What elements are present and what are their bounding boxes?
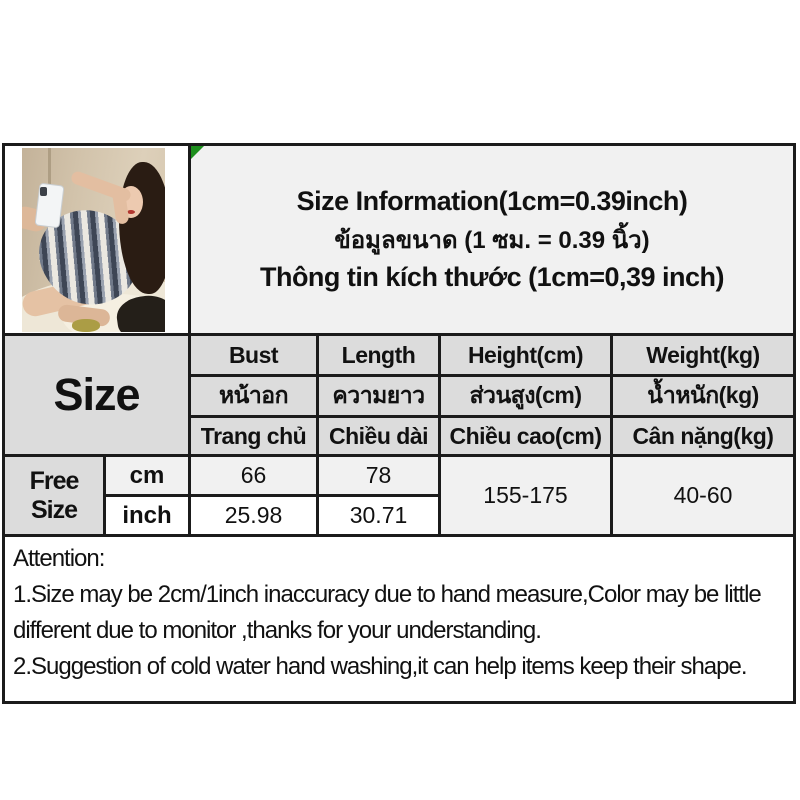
size-header-cell: Size	[5, 336, 188, 454]
header-length-en: Length	[319, 336, 438, 374]
photo-phone-shape	[34, 182, 65, 229]
header-bust-en: Bust	[191, 336, 316, 374]
header-weight-vi: Cân nặng(kg)	[613, 418, 793, 454]
cell-length-inch: 30.71	[319, 497, 438, 534]
header-weight-th: น้ำหนัก(kg)	[613, 377, 793, 415]
attention-note: Attention: 1.Size may be 2cm/1inch inacc…	[5, 537, 793, 701]
header-height-vi: Chiều cao(cm)	[441, 418, 610, 454]
attention-heading: Attention:	[13, 545, 105, 572]
photo-small-item	[72, 319, 100, 332]
row-label-free-size: Free Size	[5, 457, 103, 534]
header-weight-en: Weight(kg)	[613, 336, 793, 374]
photo-lips-shape	[127, 210, 135, 214]
header-length-th: ความยาว	[319, 377, 438, 415]
cell-weight-range: 40-60	[613, 457, 793, 534]
product-photo	[22, 148, 165, 332]
attention-line-2: different due to monitor ,thanks for you…	[13, 617, 542, 644]
cell-height-range: 155-175	[441, 457, 610, 534]
header-length-vi: Chiều dài	[319, 418, 438, 454]
header-bust-vi: Trang chủ	[191, 418, 316, 454]
photo-phone-camera	[40, 187, 47, 196]
title-vietnamese: Thông tin kích thước (1cm=0,39 inch)	[259, 262, 725, 292]
title-cell: Size Information(1cm=0.39inch) ข้อมูลขนา…	[191, 146, 793, 333]
cell-bust-cm: 66	[191, 457, 316, 494]
unit-cell-inch: inch	[106, 497, 188, 534]
cell-bust-inch: 25.98	[191, 497, 316, 534]
attention-line-1: 1.Size may be 2cm/1inch inaccuracy due t…	[13, 581, 762, 608]
green-triangle-icon	[191, 146, 204, 159]
header-height-en: Height(cm)	[441, 336, 610, 374]
free-size-label: Free Size	[29, 466, 80, 524]
photo-cell	[5, 146, 188, 333]
unit-label-inch: inch	[122, 501, 172, 529]
header-height-th: ส่วนสูง(cm)	[441, 377, 610, 415]
title-thai: ข้อมูลขนาด (1 ซม. = 0.39 นิ้ว)	[334, 227, 650, 254]
unit-cell-cm: cm	[106, 457, 188, 494]
unit-label-cm: cm	[129, 461, 165, 489]
size-chart-table: Size Information(1cm=0.39inch) ข้อมูลขนา…	[2, 143, 796, 704]
photo-hair-shape	[119, 162, 165, 294]
attention-line-3: 2.Suggestion of cold water hand washing,…	[13, 653, 748, 680]
size-header-label: Size	[53, 369, 140, 420]
header-bust-th: หน้าอก	[191, 377, 316, 415]
title-english: Size Information(1cm=0.39inch)	[296, 186, 688, 216]
cell-length-cm: 78	[319, 457, 438, 494]
